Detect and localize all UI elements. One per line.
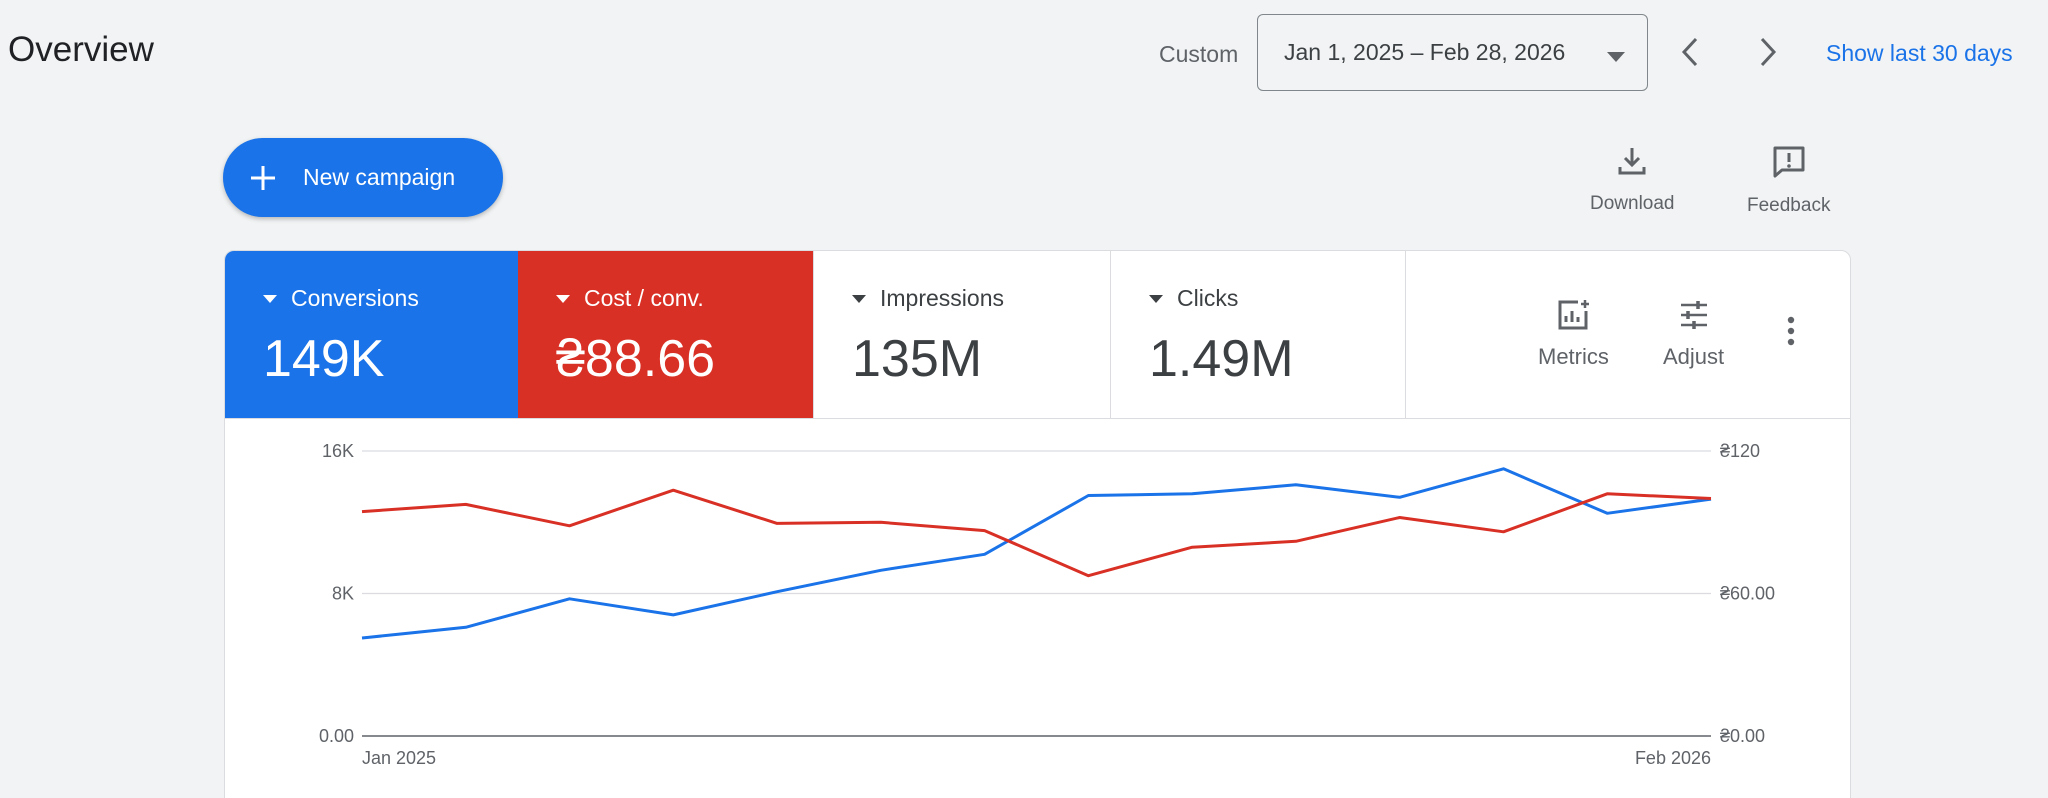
scorecard-value: 1.49M (1149, 330, 1294, 388)
date-range-text: Jan 1, 2025 – Feb 28, 2026 (1284, 39, 1566, 65)
dropdown-caret-icon (556, 294, 570, 303)
chevron-right-icon[interactable] (1748, 30, 1788, 74)
metrics-label: Metrics (1538, 344, 1609, 369)
adjust-icon (1678, 299, 1710, 336)
adjust-label: Adjust (1663, 344, 1725, 369)
feedback-label: Feedback (1747, 195, 1831, 216)
scorecard-label: Cost / conv. (584, 285, 704, 311)
plus-icon (249, 164, 277, 192)
adjust-button[interactable]: Adjust (1663, 299, 1724, 370)
download-label: Download (1590, 193, 1675, 214)
download-button[interactable]: Download (1590, 144, 1675, 215)
chevron-down-icon (1607, 49, 1625, 67)
dropdown-caret-icon (263, 294, 277, 303)
metrics-button[interactable]: Metrics (1538, 299, 1609, 370)
scorecard-value: ₴88.66 (556, 330, 716, 388)
page-title: Overview (8, 30, 154, 69)
new-campaign-button[interactable]: New campaign (223, 138, 503, 217)
new-campaign-label: New campaign (303, 164, 456, 190)
scorecard-label: Clicks (1177, 285, 1239, 311)
card-tools (1405, 251, 1850, 418)
dropdown-caret-icon (852, 294, 866, 303)
download-icon (1615, 144, 1649, 183)
scorecard-cost-per-conversion[interactable]: Cost / conv. ₴88.66 (518, 251, 813, 418)
scorecard-label: Impressions (880, 285, 1004, 311)
performance-card: Conversions 149K Cost / conv. ₴88.66 Imp… (224, 250, 1851, 798)
feedback-button[interactable]: Feedback (1747, 144, 1830, 217)
scorecard-value: 135M (852, 330, 983, 388)
more-vert-icon[interactable] (1785, 315, 1797, 352)
date-range-picker[interactable]: Jan 1, 2025 – Feb 28, 2026 (1257, 14, 1648, 91)
feedback-icon (1771, 144, 1807, 185)
metrics-icon (1556, 299, 1590, 336)
scorecard-clicks[interactable]: Clicks 1.49M (1110, 251, 1406, 418)
scorecard-label: Conversions (291, 285, 419, 311)
card-divider (225, 418, 1850, 419)
range-mode-label: Custom (1159, 41, 1239, 67)
scorecard-conversions[interactable]: Conversions 149K (225, 251, 518, 418)
dropdown-caret-icon (1149, 294, 1163, 303)
chevron-left-icon[interactable] (1670, 30, 1710, 74)
show-last-30-days-link[interactable]: Show last 30 days (1826, 40, 2013, 66)
scorecard-impressions[interactable]: Impressions 135M (813, 251, 1110, 418)
scorecard-value: 149K (263, 330, 385, 388)
